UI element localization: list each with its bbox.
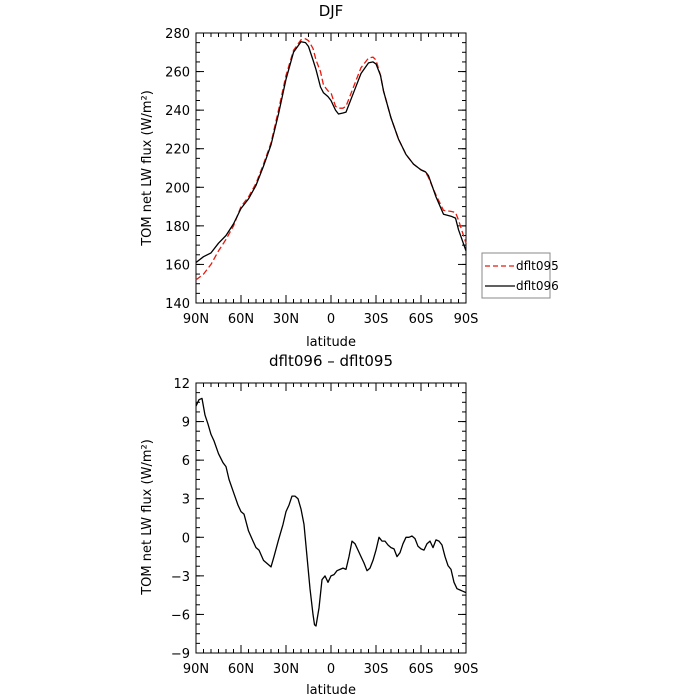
- legend-label-dflt096: dflt096: [516, 279, 559, 293]
- top-y-axis-label: TOM net LW flux (W/m²): [140, 90, 155, 247]
- top-x-tick-label: 60N: [228, 312, 254, 327]
- bottom-y-tick-label: 6: [182, 454, 190, 469]
- bottom-y-tick-label: 9: [182, 416, 190, 431]
- top-y-tick-label: 180: [165, 220, 190, 235]
- bottom-y-tick-label: −9: [171, 647, 190, 662]
- legend: dflt095 dflt096: [481, 252, 559, 299]
- legend-label-dflt095: dflt095: [516, 259, 559, 273]
- top-x-tick-label: 30S: [364, 312, 389, 327]
- bottom-y-tick-label: −6: [171, 608, 190, 623]
- bottom-y-tick-label: −3: [171, 570, 190, 585]
- top-panel: DJF latitude TOM net LW flux (W/m²) 90N 6…: [140, 2, 478, 350]
- top-series-line-dflt096: [195, 41, 467, 264]
- top-y-tick-label: 280: [165, 27, 190, 42]
- top-x-tick-label: 90N: [183, 312, 209, 327]
- top-x-tick-label: 0: [327, 312, 335, 327]
- top-y-tick-label: 160: [165, 258, 190, 273]
- bottom-x-axis-label: latitude: [306, 683, 356, 698]
- legend-box: [481, 252, 551, 299]
- top-y-tick-label: 200: [165, 181, 190, 196]
- bottom-x-tick-label: 30S: [364, 662, 389, 677]
- bottom-x-tick-label: 90N: [183, 662, 209, 677]
- bottom-series-line: [195, 397, 467, 627]
- bottom-x-tick-label: 60N: [228, 662, 254, 677]
- top-plot-frame: [195, 32, 467, 304]
- top-y-tick-label: 220: [165, 143, 190, 158]
- bottom-x-tick-label: 30N: [273, 662, 299, 677]
- bottom-panel: dflt096 – dflt095 latitude TOM net LW fl…: [140, 352, 478, 698]
- bottom-x-tick-label: 0: [327, 662, 335, 677]
- top-title: DJF: [319, 2, 344, 20]
- top-series-line-dflt095: [195, 38, 467, 281]
- bottom-plot-frame: [195, 382, 467, 654]
- bottom-y-tick-label: 3: [182, 493, 190, 508]
- bottom-y-tick-label: 0: [182, 531, 190, 546]
- top-y-tick-label: 140: [165, 297, 190, 312]
- top-x-tick-label: 30N: [273, 312, 299, 327]
- top-x-axis-label: latitude: [306, 335, 356, 350]
- top-y-tick-label: 240: [165, 104, 190, 119]
- bottom-x-tick-label: 90S: [454, 662, 479, 677]
- top-x-tick-label: 60S: [409, 312, 434, 327]
- bottom-y-axis-label: TOM net LW flux (W/m²): [140, 439, 155, 596]
- bottom-y-tick-label: 12: [173, 377, 190, 392]
- top-x-tick-label: 90S: [454, 312, 479, 327]
- top-y-tick-label: 260: [165, 66, 190, 81]
- bottom-title: dflt096 – dflt095: [269, 352, 393, 370]
- bottom-x-tick-label: 60S: [409, 662, 434, 677]
